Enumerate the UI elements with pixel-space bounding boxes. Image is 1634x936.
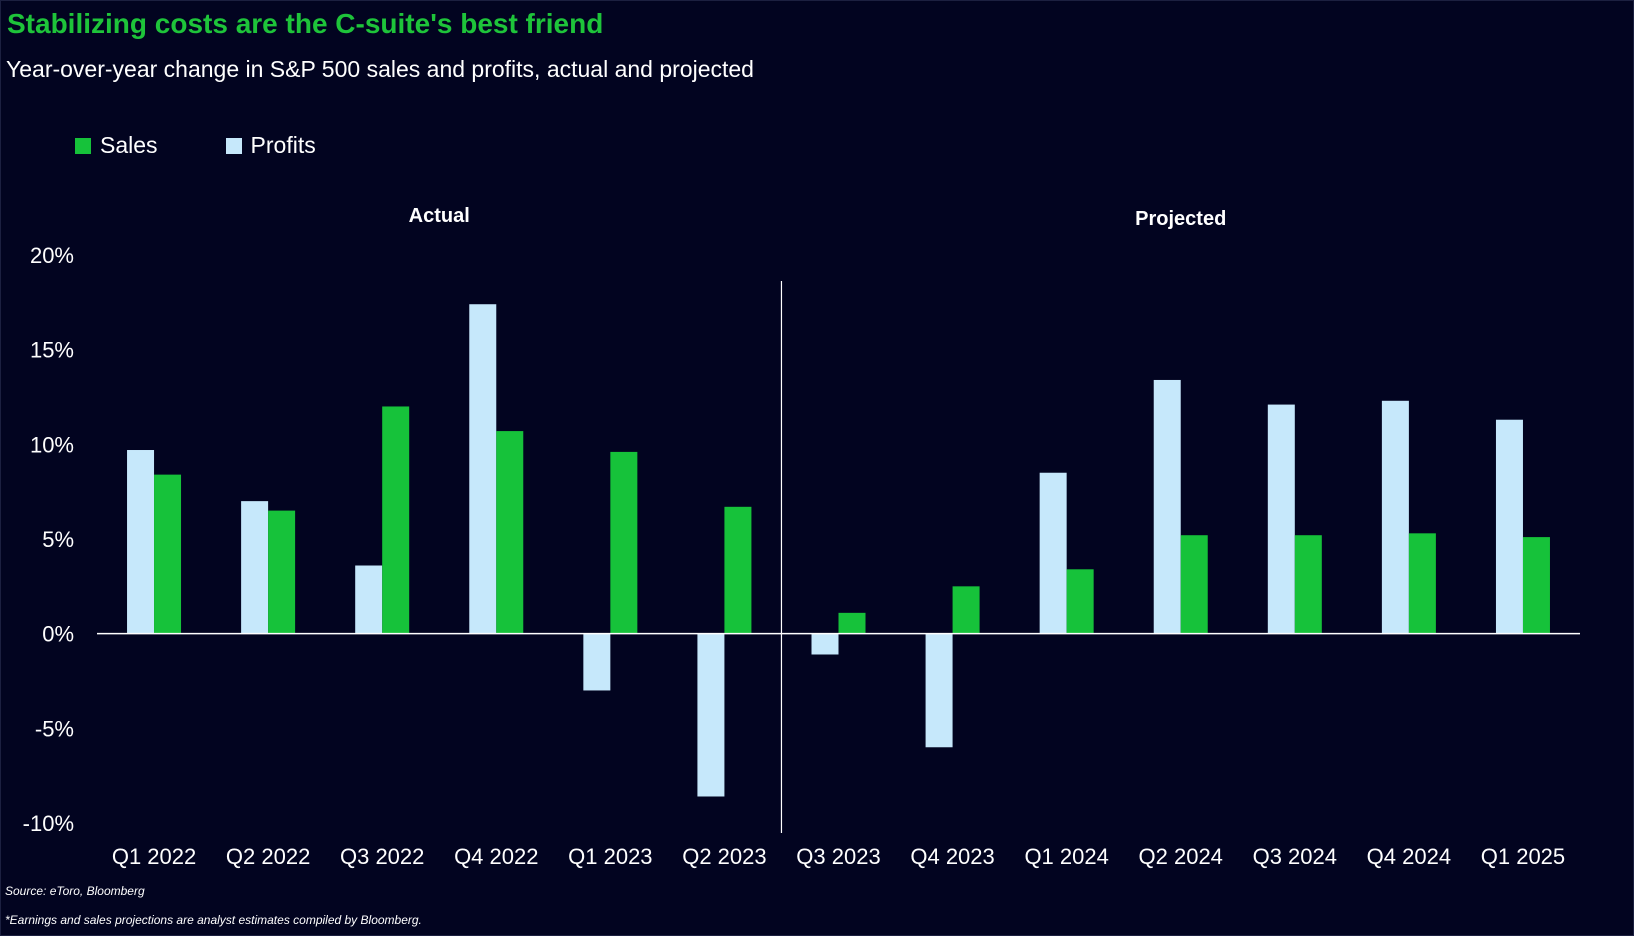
bar-profits	[583, 633, 611, 691]
section-label-actual: Actual	[409, 205, 470, 227]
bar-profits	[127, 450, 155, 634]
x-tick-label: Q1 2025	[1481, 844, 1565, 869]
legend-swatch-sales	[75, 137, 91, 154]
x-axis: Q1 2022 Q2 2022 Q3 2022 Q4 2022 Q1 2023 Q2 20…	[112, 844, 1565, 869]
x-tick-label: Q4 2022	[454, 844, 538, 869]
chart-subtitle: Year-over-year change in S&P 500 sales a…	[6, 56, 754, 82]
bar-profits	[355, 565, 383, 634]
y-tick-label: -5%	[35, 716, 74, 741]
bar-sales	[724, 506, 752, 634]
legend-label-sales: Sales	[100, 132, 158, 158]
bar-sales	[1408, 533, 1436, 634]
legend-swatch-profits	[225, 137, 242, 154]
bar-sales	[1180, 535, 1208, 634]
y-axis: 20% 15% 10% 5% 0% -5% -10%	[23, 243, 74, 836]
bar-profits	[697, 633, 725, 797]
bar-sales	[1066, 569, 1094, 634]
legend: Sales Profits	[75, 132, 384, 159]
bar-profits	[469, 304, 497, 634]
bar-sales	[1522, 537, 1550, 634]
bar-profits	[1153, 379, 1181, 634]
bar-profits	[1495, 419, 1523, 634]
x-tick-label: Q1 2023	[568, 844, 652, 869]
x-tick-label: Q4 2024	[1367, 844, 1451, 869]
x-tick-label: Q1 2024	[1024, 844, 1108, 869]
bar-profits	[925, 633, 953, 748]
source-note: Source: eToro, Bloomberg	[5, 884, 145, 898]
y-tick-label: 10%	[30, 432, 74, 457]
bar-profits	[1381, 400, 1409, 634]
x-tick-label: Q4 2023	[910, 844, 994, 869]
bar-profits	[811, 633, 839, 655]
x-tick-label: Q3 2023	[796, 844, 880, 869]
y-tick-label: 20%	[30, 243, 74, 268]
legend-item-sales: Sales	[75, 132, 158, 159]
legend-label-profits: Profits	[250, 132, 316, 158]
bar-profits	[1267, 404, 1295, 634]
y-tick-label: 5%	[42, 527, 74, 552]
x-tick-label: Q2 2023	[682, 844, 766, 869]
section-label-projected: Projected	[1135, 208, 1226, 230]
bar-sales	[382, 406, 410, 634]
bar-sales	[610, 451, 638, 634]
legend-item-profits: Profits	[225, 132, 316, 159]
bar-sales	[154, 474, 182, 634]
estimate-note: *Earnings and sales projections are anal…	[5, 913, 422, 927]
y-tick-label: 0%	[42, 622, 74, 647]
x-tick-label: Q2 2022	[226, 844, 310, 869]
y-tick-label: -10%	[23, 811, 74, 836]
bars	[127, 304, 1550, 797]
chart-title: Stabilizing costs are the C-suite's best…	[7, 8, 604, 39]
x-tick-label: Q2 2024	[1139, 844, 1223, 869]
bar-sales	[952, 586, 980, 634]
bar-sales	[838, 612, 866, 634]
x-tick-label: Q1 2022	[112, 844, 196, 869]
x-tick-label: Q3 2022	[340, 844, 424, 869]
bar-sales	[1294, 535, 1322, 634]
bar-sales	[268, 510, 296, 634]
y-tick-label: 15%	[30, 338, 74, 363]
bar-profits	[1039, 472, 1067, 634]
x-tick-label: Q3 2024	[1253, 844, 1337, 869]
bar-profits	[241, 501, 269, 634]
bar-sales	[496, 431, 524, 634]
